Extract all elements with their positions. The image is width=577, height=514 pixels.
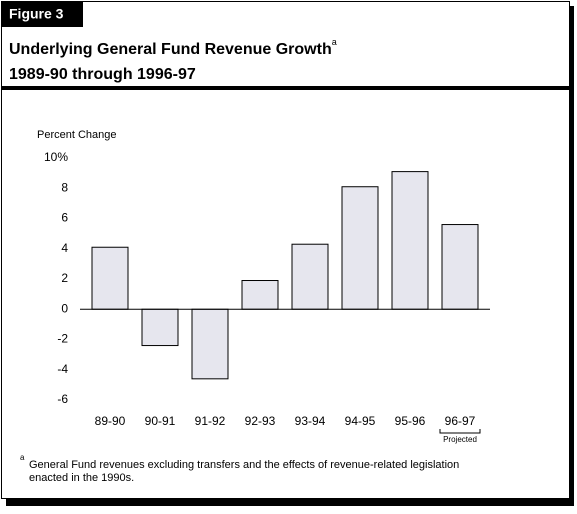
footnote-line: General Fund revenues excluding transfer… xyxy=(29,459,459,471)
x-tick-label: 92-93 xyxy=(245,414,276,428)
y-tick-label: 2 xyxy=(61,271,68,285)
chart-subtitle: 1989-90 through 1996-97 xyxy=(9,66,196,83)
y-tick-label: -2 xyxy=(57,332,68,346)
plot: -6 -4 -2 0 2 4 6 8 10% 89-90 90-91 91-92 92-93 93-94 9… xyxy=(44,150,490,444)
bar xyxy=(241,280,279,310)
title-footnote-marker: a xyxy=(332,37,337,47)
x-tick-label: 95-96 xyxy=(395,414,426,428)
annotation-bracket xyxy=(439,429,481,434)
figure-label: Figure 3 xyxy=(9,6,64,22)
y-axis-label: Percent Change xyxy=(37,129,117,141)
y-tick-label: -6 xyxy=(57,392,68,406)
bar xyxy=(91,246,129,310)
y-tick-label: -4 xyxy=(57,362,68,376)
y-tick-label: 8 xyxy=(61,180,68,194)
x-tick-label: 93-94 xyxy=(295,414,326,428)
footnote-marker: a xyxy=(20,453,25,462)
title-text: Underlying General Fund Revenue Growth xyxy=(9,41,332,58)
x-tick-label: 96-97 xyxy=(445,414,476,428)
bar xyxy=(141,308,179,347)
x-tick-label: 89-90 xyxy=(95,414,126,428)
title-rule xyxy=(2,86,570,90)
x-tick-label: 94-95 xyxy=(345,414,376,428)
bar xyxy=(191,308,229,380)
chart-title: Underlying General Fund Revenue Growtha xyxy=(9,37,337,58)
footnote-line: enacted in the 1990s. xyxy=(29,472,134,484)
bar xyxy=(291,243,329,310)
x-tick-label: 91-92 xyxy=(195,414,226,428)
bar xyxy=(441,224,479,310)
bar xyxy=(391,171,429,310)
annotation: Projected xyxy=(443,435,477,444)
x-tick-label: 90-91 xyxy=(145,414,176,428)
bar xyxy=(341,186,379,310)
y-tick-label: 4 xyxy=(61,241,68,255)
figure-label-box xyxy=(2,2,83,27)
y-tick-label: 6 xyxy=(61,211,68,225)
y-tick-label: 0 xyxy=(61,301,68,315)
y-tick-label: 10% xyxy=(44,150,68,164)
